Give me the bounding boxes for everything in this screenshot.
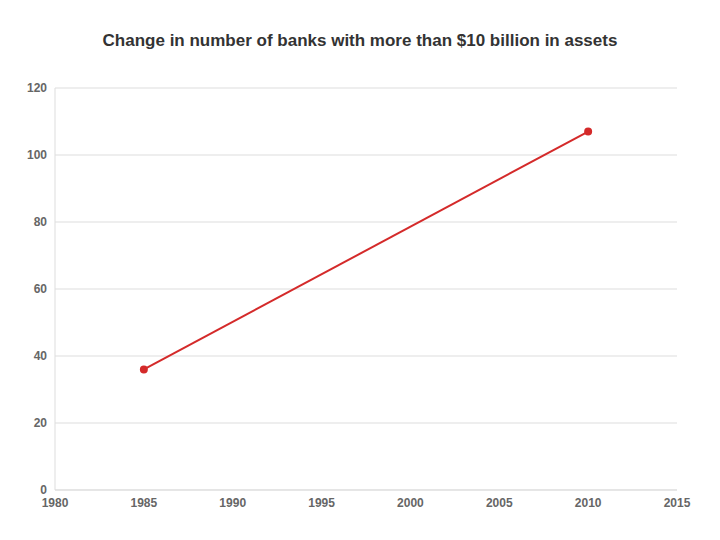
svg-text:1980: 1980 xyxy=(42,496,69,510)
svg-text:80: 80 xyxy=(34,215,48,229)
svg-text:120: 120 xyxy=(27,81,47,95)
svg-text:20: 20 xyxy=(34,416,48,430)
html-text:Change in number of banks with: Change in number of banks with more than… xyxy=(102,31,618,50)
svg-text:2000: 2000 xyxy=(397,496,424,510)
svg-text:1995: 1995 xyxy=(308,496,335,510)
svg-text:2005: 2005 xyxy=(486,496,513,510)
svg-text:40: 40 xyxy=(34,349,48,363)
svg-text:1990: 1990 xyxy=(219,496,246,510)
svg-text:2010: 2010 xyxy=(575,496,602,510)
svg-text:100: 100 xyxy=(27,148,47,162)
svg-text:60: 60 xyxy=(34,282,48,296)
svg-text:1985: 1985 xyxy=(131,496,158,510)
svg-text:0: 0 xyxy=(40,483,47,497)
svg-text:2015: 2015 xyxy=(664,496,691,510)
